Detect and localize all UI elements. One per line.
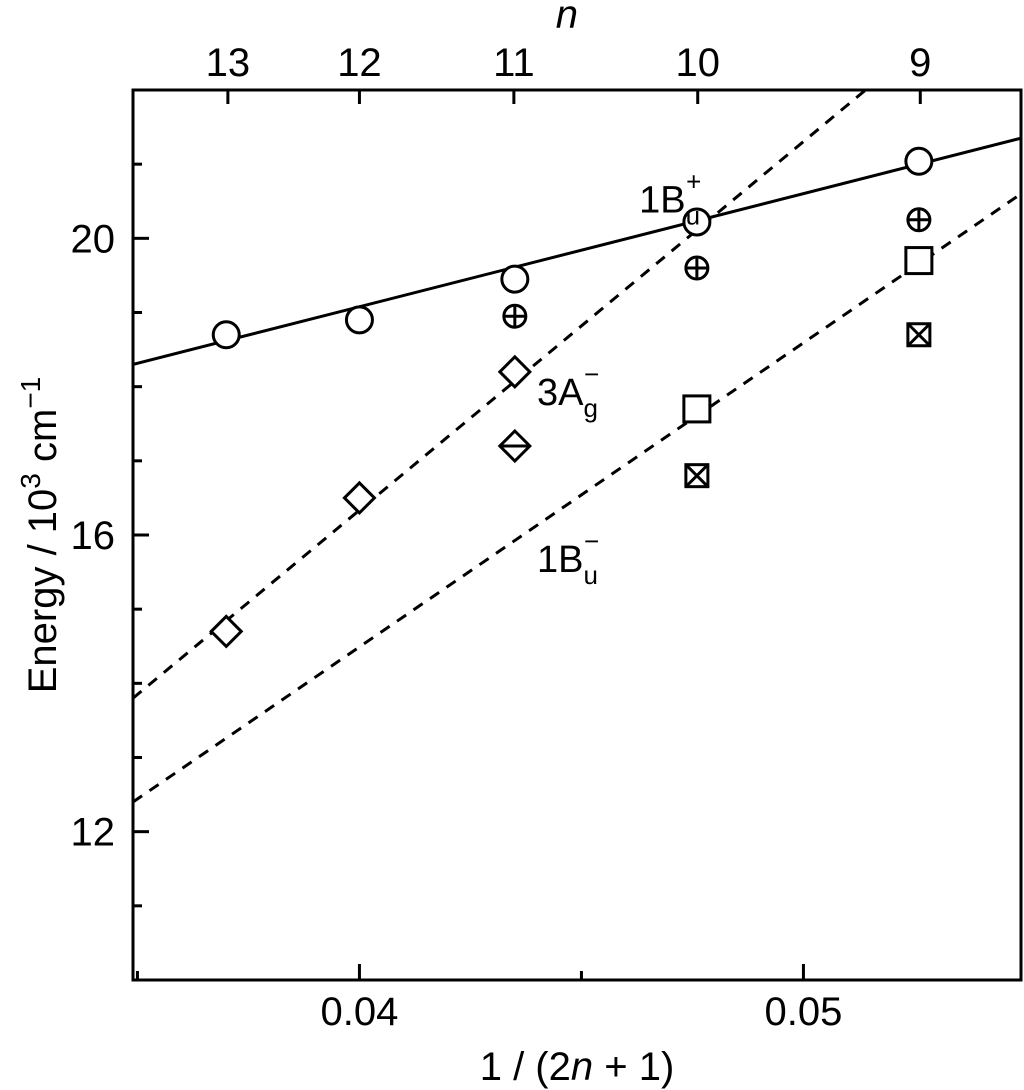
data-point-square-x bbox=[684, 463, 710, 489]
top-tick-label: 13 bbox=[206, 41, 251, 85]
x-axis-title: 1 / (2n + 1) bbox=[480, 1045, 675, 1089]
series-label: 3Ag− bbox=[537, 359, 599, 423]
data-point-circle bbox=[904, 146, 934, 176]
plot-frame bbox=[131, 88, 1023, 982]
series-label: 1Bu+ bbox=[639, 166, 701, 230]
data-point-diamond bbox=[209, 614, 244, 649]
top-tick-label: 9 bbox=[909, 41, 931, 85]
labels: 1Bu+ 3Ag− 1Bu− bbox=[537, 166, 701, 590]
fit-line-dashed bbox=[133, 192, 1021, 804]
series-label: 1Bu− bbox=[537, 526, 599, 590]
x-tick-label: 0.05 bbox=[765, 990, 843, 1034]
data-point-diamond bbox=[342, 480, 377, 516]
data-point-diamond-line bbox=[497, 428, 532, 464]
fit-line-solid bbox=[133, 136, 1021, 366]
y-axis-title: Energy / 103 cm−1 bbox=[15, 377, 65, 694]
data-point-square-x bbox=[906, 322, 932, 348]
fit-line-dashed bbox=[133, 90, 867, 700]
data-point-circle-plus bbox=[906, 207, 932, 233]
data-point-circle bbox=[344, 305, 374, 335]
data-point-diamond bbox=[497, 354, 532, 389]
data-point-square bbox=[682, 394, 712, 424]
data-point-circle bbox=[682, 207, 712, 237]
data-point-circle-plus bbox=[684, 255, 710, 281]
data-points bbox=[209, 146, 934, 649]
top-tick-label: 10 bbox=[675, 41, 720, 85]
data-point-square bbox=[904, 246, 934, 276]
y-tick-label: 16 bbox=[71, 514, 116, 558]
data-point-circle bbox=[211, 320, 241, 350]
top-tick-label: 12 bbox=[337, 41, 382, 85]
top-tick-label: 11 bbox=[493, 41, 535, 85]
y-tick-label: 20 bbox=[71, 217, 116, 261]
fit-lines bbox=[133, 90, 1021, 804]
x-tick-label: 0.04 bbox=[321, 990, 399, 1034]
y-tick-label: 12 bbox=[71, 811, 116, 855]
data-point-circle bbox=[500, 264, 530, 294]
top-axis-title: n bbox=[556, 0, 578, 37]
ticks: 0.04 0.05 12 16 20 13 12 11 10 9 1 / (2n + 1) n Ener… bbox=[15, 0, 931, 1089]
data-point-circle-plus bbox=[502, 303, 528, 329]
